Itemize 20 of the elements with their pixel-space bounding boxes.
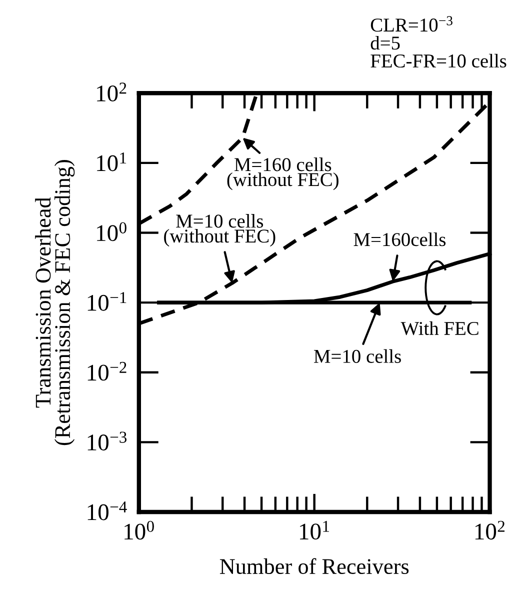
y-tick-label: 10$^{−4}$ <box>88 502 127 520</box>
x-axis-title: Number of Receivers <box>220 558 409 574</box>
y-tick-label: 10$^{−3}$ <box>88 432 127 450</box>
annotation: M=10 cells <box>314 349 401 363</box>
text: d=5 <box>370 36 400 50</box>
x-tick-label: 10$^{0}$ <box>124 520 154 540</box>
y-tick-label: 10$^{−1}$ <box>88 292 126 311</box>
y-axis-title: Transmission Overhead (Retransmission & FEC coding) <box>35 160 75 446</box>
annotation: M=10 cells (without FEC) <box>164 214 276 247</box>
x-tick-label: 10$^{2}$ <box>475 520 505 540</box>
text: FEC-FR=10 cells <box>370 54 506 68</box>
y-tick-label: 10$^{2}$ <box>97 82 126 102</box>
text: CLR=10$^{−3}$ <box>370 16 452 32</box>
annotation: M=160cells <box>354 232 446 246</box>
annotation: M=160 cells (without FEC) <box>227 158 338 190</box>
annotation: With FEC <box>400 321 478 336</box>
x-tick-label: 10$^{1}$ <box>300 520 330 540</box>
y-tick-label: 10$^{1}$ <box>97 152 126 172</box>
y-tick-label: 10$^{−2}$ <box>88 362 126 381</box>
y-tick-label: 10$^{0}$ <box>97 222 126 242</box>
